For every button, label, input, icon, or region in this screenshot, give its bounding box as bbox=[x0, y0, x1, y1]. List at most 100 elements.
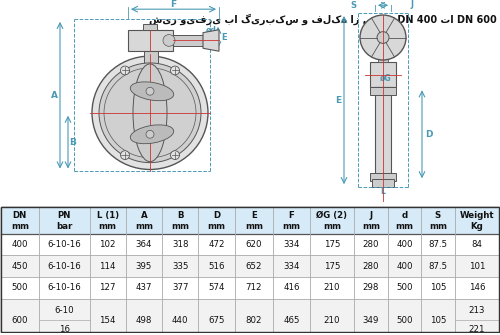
Text: ØG (2): ØG (2) bbox=[316, 211, 348, 220]
Text: F: F bbox=[170, 0, 176, 9]
Text: 574: 574 bbox=[208, 283, 224, 292]
Text: 377: 377 bbox=[172, 283, 188, 292]
Text: L: L bbox=[380, 188, 386, 196]
Text: mm: mm bbox=[208, 222, 226, 231]
Text: Weight: Weight bbox=[460, 211, 494, 220]
Text: 395: 395 bbox=[136, 262, 152, 271]
Bar bbox=[1, 256, 499, 277]
Text: S: S bbox=[435, 211, 441, 220]
Text: 498: 498 bbox=[136, 316, 152, 325]
Circle shape bbox=[146, 130, 154, 138]
Text: 102: 102 bbox=[100, 240, 116, 249]
Text: 500: 500 bbox=[396, 316, 412, 325]
Text: mm: mm bbox=[11, 222, 29, 231]
Circle shape bbox=[92, 56, 208, 170]
Circle shape bbox=[163, 35, 175, 46]
Text: 105: 105 bbox=[430, 283, 446, 292]
Bar bbox=[1, 298, 499, 335]
Text: B: B bbox=[177, 211, 184, 220]
Text: 114: 114 bbox=[100, 262, 116, 271]
Bar bbox=[143, 24, 157, 30]
Text: 280: 280 bbox=[362, 240, 379, 249]
Ellipse shape bbox=[130, 125, 174, 144]
Ellipse shape bbox=[130, 82, 174, 101]
Circle shape bbox=[360, 15, 406, 60]
Text: 516: 516 bbox=[208, 262, 224, 271]
Text: F: F bbox=[288, 211, 294, 220]
Text: 101: 101 bbox=[468, 262, 485, 271]
Ellipse shape bbox=[133, 64, 167, 162]
Text: PN: PN bbox=[58, 211, 71, 220]
Bar bbox=[1, 277, 499, 298]
Text: mm: mm bbox=[282, 222, 300, 231]
Circle shape bbox=[104, 68, 196, 158]
Circle shape bbox=[99, 63, 201, 162]
Text: 600: 600 bbox=[12, 316, 28, 325]
Text: 154: 154 bbox=[100, 316, 116, 325]
Circle shape bbox=[377, 32, 389, 44]
Bar bbox=[370, 87, 396, 95]
Text: 127: 127 bbox=[100, 283, 116, 292]
Text: mm: mm bbox=[362, 222, 380, 231]
Text: 500: 500 bbox=[396, 283, 412, 292]
Text: 6-10-16: 6-10-16 bbox=[47, 240, 81, 249]
Bar bbox=[173, 35, 203, 46]
Circle shape bbox=[120, 66, 130, 75]
Text: 416: 416 bbox=[284, 283, 300, 292]
Text: 465: 465 bbox=[284, 316, 300, 325]
Text: mm: mm bbox=[135, 222, 153, 231]
Text: mm: mm bbox=[323, 222, 341, 231]
Text: 400: 400 bbox=[12, 240, 28, 249]
Text: ød: ød bbox=[206, 26, 216, 35]
Text: J: J bbox=[369, 211, 372, 220]
Text: 105: 105 bbox=[430, 316, 446, 325]
Text: 280: 280 bbox=[362, 262, 379, 271]
Text: شیر ویفری با گیربکس و فلکه از سایز DN 400 تا DN 600: شیر ویفری با گیربکس و فلکه از سایز DN 40… bbox=[149, 13, 497, 24]
Bar bbox=[375, 87, 391, 181]
Text: J: J bbox=[410, 0, 414, 9]
Bar bbox=[128, 30, 173, 51]
Text: mm: mm bbox=[245, 222, 263, 231]
Text: mm: mm bbox=[429, 222, 447, 231]
Text: 87.5: 87.5 bbox=[428, 262, 448, 271]
Bar bbox=[144, 51, 158, 65]
Text: mm: mm bbox=[396, 222, 413, 231]
Text: 175: 175 bbox=[324, 262, 340, 271]
Text: A: A bbox=[140, 211, 147, 220]
Text: 318: 318 bbox=[172, 240, 188, 249]
Text: D: D bbox=[213, 211, 220, 220]
Text: L (1): L (1) bbox=[96, 211, 119, 220]
Text: 298: 298 bbox=[362, 283, 379, 292]
Text: Kg: Kg bbox=[470, 222, 483, 231]
Text: A: A bbox=[50, 91, 58, 100]
Text: 440: 440 bbox=[172, 316, 188, 325]
Text: 16: 16 bbox=[58, 325, 70, 334]
Text: 712: 712 bbox=[246, 283, 262, 292]
Bar bbox=[1, 207, 499, 234]
Text: 210: 210 bbox=[324, 316, 340, 325]
Text: D: D bbox=[425, 130, 433, 139]
Text: mm: mm bbox=[171, 222, 189, 231]
Text: 221: 221 bbox=[468, 325, 485, 334]
Bar bbox=[370, 174, 396, 181]
Text: 450: 450 bbox=[12, 262, 28, 271]
Text: 146: 146 bbox=[468, 283, 485, 292]
Text: 210: 210 bbox=[324, 283, 340, 292]
Text: 652: 652 bbox=[246, 262, 262, 271]
Bar bbox=[1, 207, 499, 332]
Text: 6-10-16: 6-10-16 bbox=[47, 283, 81, 292]
Text: 349: 349 bbox=[362, 316, 379, 325]
Polygon shape bbox=[203, 30, 219, 51]
Bar bbox=[370, 62, 396, 87]
Text: E: E bbox=[221, 33, 227, 42]
Text: 400: 400 bbox=[396, 262, 412, 271]
Text: 334: 334 bbox=[284, 262, 300, 271]
Text: 437: 437 bbox=[136, 283, 152, 292]
Text: 472: 472 bbox=[208, 240, 224, 249]
Text: DN: DN bbox=[12, 211, 27, 220]
Text: 84: 84 bbox=[472, 240, 482, 249]
Text: 175: 175 bbox=[324, 240, 340, 249]
Bar bbox=[372, 179, 394, 187]
Text: 87.5: 87.5 bbox=[428, 240, 448, 249]
Bar bbox=[1, 207, 499, 332]
